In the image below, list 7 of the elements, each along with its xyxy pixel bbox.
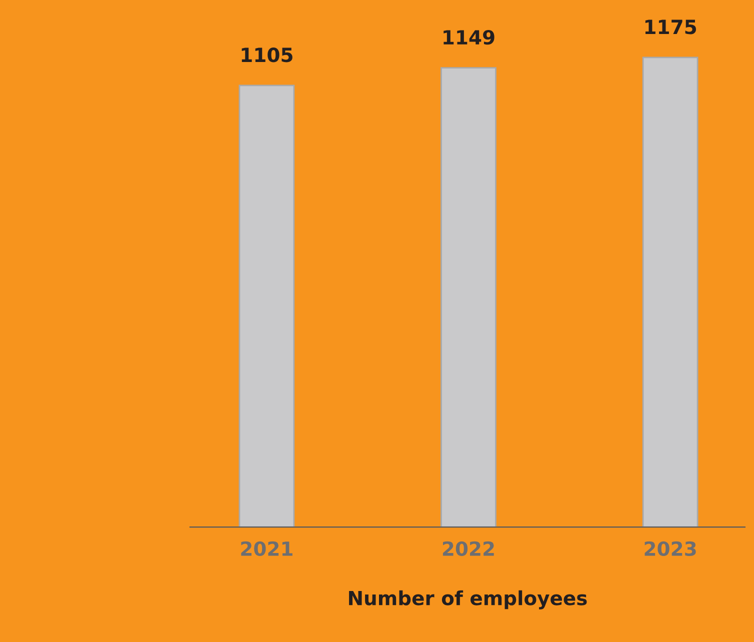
data-label: 1105 xyxy=(242,48,292,62)
x-tick-label: 2021 xyxy=(241,541,292,556)
data-label: 1175 xyxy=(645,20,696,34)
x-tick-label: 2022 xyxy=(442,541,494,556)
x-tick-label: 2023 xyxy=(644,541,696,556)
x-axis-title: Number of employees xyxy=(349,590,587,610)
data-label: 1149 xyxy=(444,30,494,45)
